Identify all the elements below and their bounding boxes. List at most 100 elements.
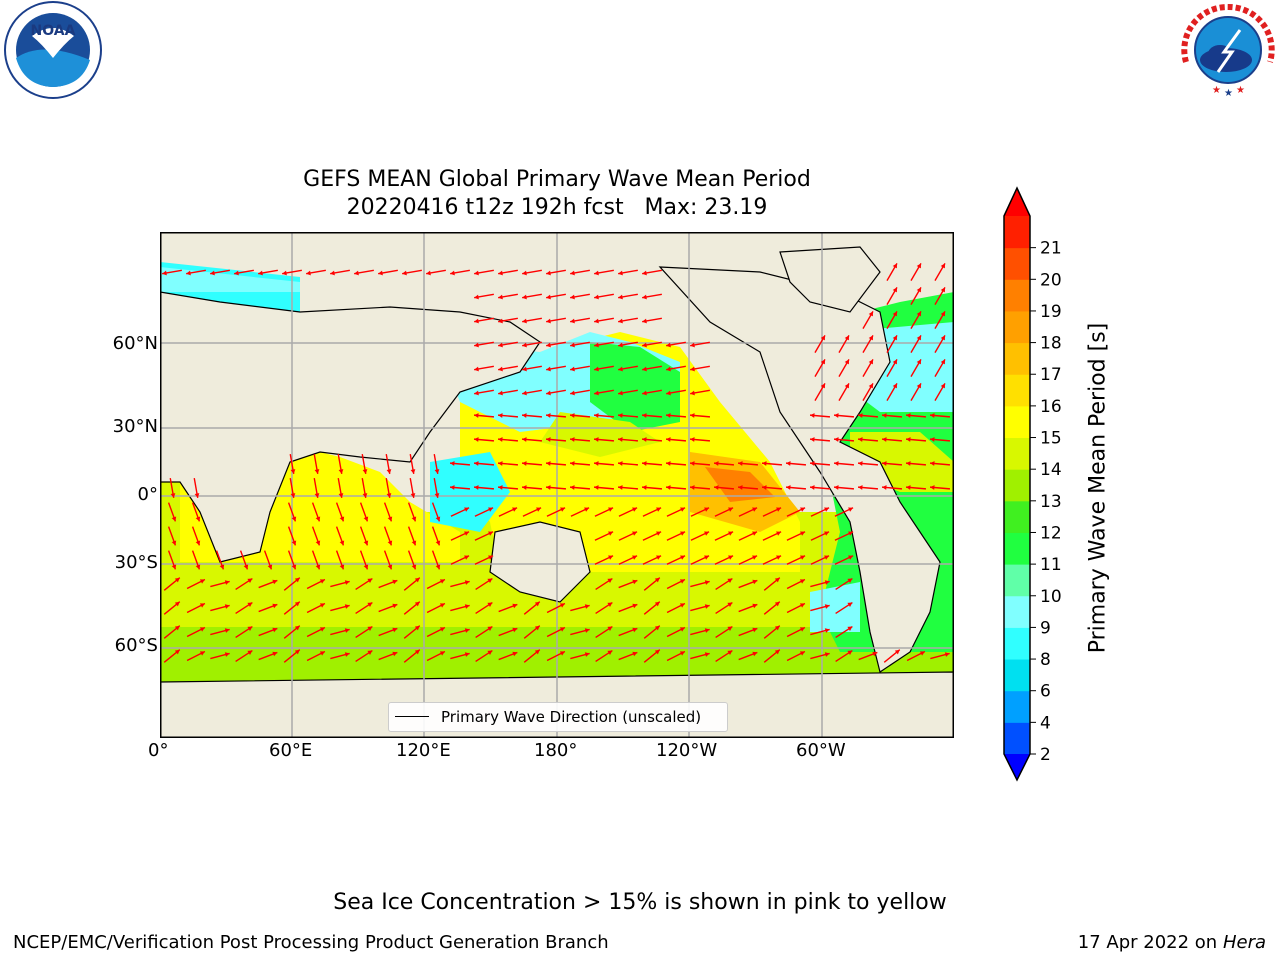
- wave-arrow-head: [487, 626, 493, 631]
- footer-date-text: 17 Apr 2022 on: [1077, 932, 1223, 953]
- wave-arrow-head: [570, 294, 575, 300]
- wave-arrow-head: [666, 342, 671, 348]
- colorbar-cell: [1004, 342, 1030, 375]
- wave-arrow-head: [247, 578, 253, 583]
- wave-arrow-head: [570, 390, 575, 396]
- wave-arrow-head: [171, 564, 177, 570]
- wave-arrow-head: [474, 270, 479, 276]
- wave-arrow-head: [666, 366, 671, 372]
- wave-arrow-head: [882, 485, 887, 490]
- wave-arrow-head: [219, 564, 225, 570]
- wave-arrow-head: [272, 627, 278, 633]
- wave-arrow-head: [868, 335, 873, 341]
- colorbar-cell: [1004, 469, 1030, 502]
- wave-arrow-head: [512, 651, 518, 657]
- wave-arrow-head: [162, 270, 167, 276]
- wave-arrow-head: [608, 531, 614, 536]
- wave-arrow-head: [776, 507, 782, 512]
- wave-arrow-head: [319, 627, 325, 632]
- wave-arrow-head: [824, 652, 830, 657]
- colorbar-tick-label: 8: [1040, 650, 1051, 670]
- wave-arrow-head: [291, 564, 297, 570]
- wave-arrow-head: [642, 318, 647, 324]
- colorbar-cells: [1003, 186, 1031, 782]
- wave-arrow-head: [570, 437, 575, 442]
- colorbar-cell: [1004, 405, 1030, 439]
- wave-arrow-head: [426, 270, 431, 276]
- wave-arrow-head: [392, 603, 398, 609]
- wave-arrow-head: [315, 540, 321, 546]
- wave-arrow-head: [882, 437, 887, 442]
- wave-arrow-head: [776, 555, 782, 560]
- wave-arrow-head: [824, 580, 830, 585]
- wave-arrow-head: [199, 627, 205, 632]
- wave-arrow-head: [774, 601, 780, 607]
- wave-arrow-head: [666, 413, 671, 418]
- title-line2: 20220416 t12z 192h fcst Max: 23.19: [346, 195, 768, 220]
- wave-arrow-head: [940, 311, 945, 317]
- wave-arrow-head: [314, 469, 320, 474]
- wave-arrow-head: [762, 461, 767, 466]
- wave-arrow-head: [752, 579, 758, 585]
- wave-arrow-head: [338, 493, 344, 498]
- wave-arrow-head: [848, 507, 854, 512]
- colorbar-tick-label: 2: [1040, 745, 1051, 765]
- wave-direction-arrows: [162, 262, 951, 663]
- wave-arrow-head: [522, 366, 527, 372]
- wave-arrow-head: [546, 485, 551, 490]
- wave-arrow-head: [354, 270, 359, 276]
- wave-arrow-head: [392, 651, 398, 657]
- wave-arrow-head: [916, 383, 921, 389]
- wave-arrow-head: [892, 335, 897, 341]
- wave-arrow-head: [679, 579, 685, 584]
- colorbar-tick-label: 20: [1040, 270, 1062, 290]
- wave-arrow-head: [714, 461, 719, 466]
- wave-arrow-head: [752, 627, 758, 633]
- colorbar-tick-label: 9: [1040, 618, 1051, 638]
- wave-arrow-head: [498, 437, 503, 442]
- wave-arrow-head: [834, 461, 839, 466]
- colorbar-label: Primary Wave Mean Period [s]: [1085, 322, 1111, 654]
- wave-arrow-head: [291, 540, 297, 546]
- wave-arrow-head: [872, 651, 878, 657]
- wave-arrow-head: [752, 531, 758, 536]
- wave-arrow-head: [666, 461, 671, 466]
- wave-arrow-head: [892, 359, 897, 365]
- wave-arrow-head: [847, 626, 853, 631]
- wave-arrow-head: [522, 413, 527, 418]
- colorbar-cell: [1004, 374, 1030, 407]
- wave-arrow-head: [847, 578, 853, 583]
- wave-arrow-head: [294, 601, 300, 607]
- wave-arrow-head: [618, 437, 623, 442]
- wave-arrow-head: [786, 461, 791, 466]
- wave-arrow-head: [224, 604, 230, 609]
- wave-arrow-head: [414, 577, 420, 583]
- wave-arrow-head: [319, 579, 325, 584]
- wave-arrow-head: [642, 366, 647, 372]
- wave-arrow-head: [906, 485, 911, 490]
- legend-line-swatch: [395, 716, 429, 717]
- wave-arrow-head: [690, 461, 695, 466]
- wave-arrow-head: [247, 626, 253, 631]
- wave-arrow-head: [704, 507, 710, 512]
- wave-arrow-head: [411, 516, 417, 522]
- wave-arrow-head: [386, 493, 392, 498]
- wave-arrow-head: [186, 270, 191, 276]
- wave-arrow-head: [498, 485, 503, 490]
- wave-arrow-head: [387, 540, 393, 546]
- wave-arrow-head: [487, 578, 493, 583]
- wave-arrow-head: [522, 461, 527, 466]
- wave-arrow-head: [487, 602, 493, 607]
- wave-arrow-head: [847, 602, 853, 607]
- wave-arrow-head: [944, 652, 950, 657]
- wave-arrow-head: [498, 270, 503, 276]
- wave-arrow-head: [642, 390, 647, 396]
- nws-logo: ★ ★ ★: [1181, 3, 1275, 98]
- wave-arrow-head: [171, 540, 177, 546]
- wave-arrow-head: [474, 318, 479, 324]
- lon-label-0: 0°: [148, 740, 169, 761]
- wave-arrow-head: [414, 601, 420, 607]
- wave-arrow-head: [570, 270, 575, 276]
- colorbar-tick-label: 12: [1040, 523, 1062, 543]
- wave-arrow-head: [488, 555, 494, 560]
